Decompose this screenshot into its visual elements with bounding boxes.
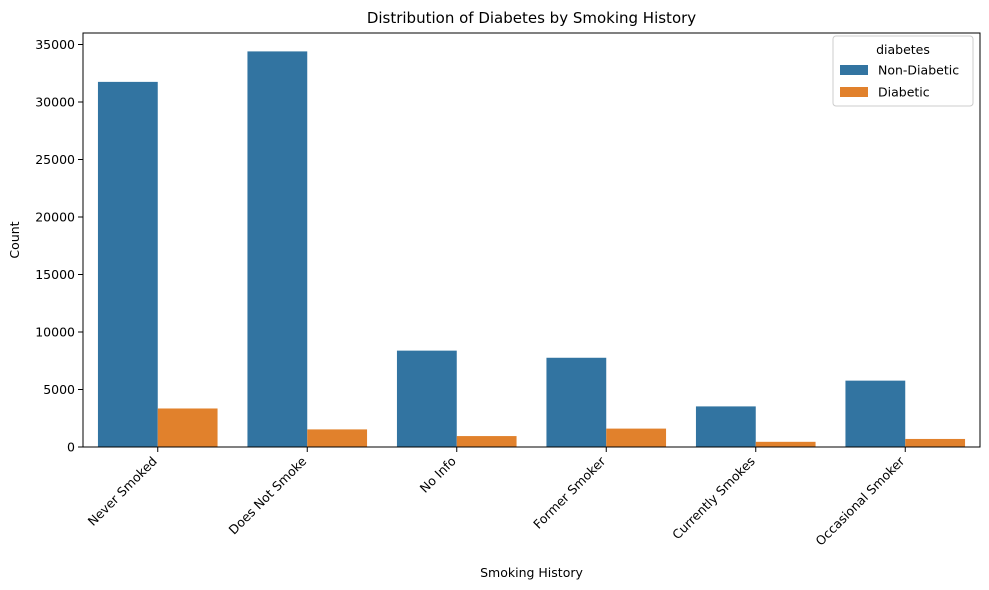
plot-area: 0 5000 10000 15000 20000 25000 30000 35000 Never… (35, 32, 981, 549)
bar-diabetic-3 (606, 428, 667, 447)
legend-swatch (840, 87, 868, 97)
y-tick-label: 15000 (35, 267, 75, 282)
x-tick-label: No Info (417, 454, 459, 496)
axes-frame (82, 32, 981, 448)
legend-swatch (840, 65, 868, 75)
legend: diabetes Non-Diabetic Diabetic (832, 35, 974, 107)
bar-diabetic-5 (905, 438, 966, 447)
bar-diabetic-1 (307, 429, 368, 447)
x-tick-label: Former Smoker (530, 453, 609, 532)
x-tick-label: Occasional Smoker (812, 453, 908, 549)
bar-non-diabetic-5 (845, 380, 906, 447)
x-axis-title: Smoking History (480, 565, 583, 580)
y-tick-label: 5000 (43, 382, 75, 397)
y-axis-title: Count (7, 221, 22, 258)
y-tick-label: 20000 (35, 210, 75, 225)
x-tick-label: Never Smoked (85, 454, 160, 529)
chart-title: Distribution of Diabetes by Smoking Hist… (367, 9, 696, 27)
y-tick-label: 25000 (35, 152, 75, 167)
bar-diabetic-0 (157, 408, 218, 447)
legend-title: diabetes (876, 42, 930, 57)
y-tick-label: 0 (67, 440, 75, 455)
bar-non-diabetic-3 (546, 357, 607, 447)
x-tick-label: Does Not Smoke (226, 453, 310, 537)
bar-non-diabetic-1 (247, 51, 308, 448)
y-tick-label: 30000 (35, 95, 75, 110)
bar-non-diabetic-0 (97, 81, 158, 448)
legend-label: Diabetic (878, 85, 930, 100)
bar-non-diabetic-4 (695, 406, 756, 447)
legend-label: Non-Diabetic (878, 63, 959, 78)
bar-diabetic-2 (456, 436, 517, 447)
bar-non-diabetic-2 (396, 350, 457, 447)
x-tick-label: Currently Smokes (669, 454, 758, 543)
bar-diabetic-4 (755, 441, 816, 447)
y-tick-label: 35000 (35, 37, 75, 52)
y-tick-label: 10000 (35, 325, 75, 340)
